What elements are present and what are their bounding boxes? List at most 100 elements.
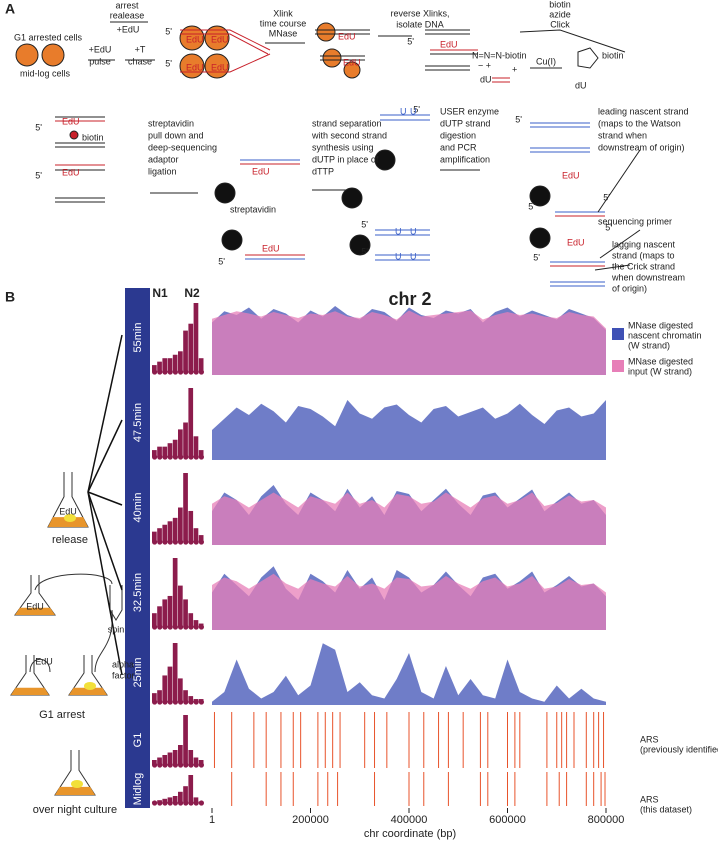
histogram-bar [183, 715, 188, 765]
label: MNase digested [628, 356, 693, 366]
label: 5' [407, 36, 414, 46]
histogram-bar [167, 595, 173, 627]
medium [69, 687, 107, 695]
histogram-dot [172, 699, 178, 705]
histogram-dot [188, 624, 194, 630]
label: azide [549, 9, 571, 19]
fork [180, 29, 271, 73]
histogram-dot [157, 369, 163, 375]
histogram-dot [188, 369, 194, 375]
dna [375, 114, 430, 261]
nucleosome [322, 48, 342, 68]
histogram-dot [162, 699, 168, 705]
medium [15, 607, 55, 615]
histogram-bar [183, 786, 188, 803]
histogram-dot [193, 539, 199, 545]
histogram-dot [172, 369, 178, 375]
histogram-dot [157, 800, 163, 806]
label: when downstream [611, 272, 685, 282]
label: input (W strand) [628, 366, 692, 376]
histogram-bar [167, 797, 173, 803]
label: 5' [603, 192, 610, 202]
histogram-bar [193, 620, 199, 627]
histogram-bar [162, 524, 168, 542]
label: Cu(I) [536, 56, 556, 66]
histogram-bar [172, 750, 178, 765]
click-lines [519, 29, 626, 53]
legend-swatch [612, 360, 624, 372]
row-label: 32.5min [132, 573, 144, 612]
histogram-bar [162, 358, 168, 372]
label: U [395, 251, 402, 261]
label: 5' [533, 252, 540, 262]
histogram-bar [178, 585, 183, 627]
histogram-dot [188, 800, 194, 806]
label: 5' [413, 104, 420, 114]
label: EdU [338, 31, 356, 41]
label: leading nascent strand [598, 106, 689, 116]
label: Click [550, 19, 570, 29]
histogram-bar [178, 678, 183, 702]
cell [179, 25, 205, 51]
label: U [395, 226, 402, 236]
histogram-bar [183, 599, 188, 627]
histogram-bar [162, 446, 168, 457]
histogram-bar [157, 690, 162, 702]
label: nascent chromatin [628, 330, 702, 340]
cell [41, 43, 65, 67]
histogram-dot [152, 539, 158, 545]
histogram-dot [167, 369, 173, 375]
label: U [410, 106, 417, 116]
label: synthesis using [312, 142, 374, 152]
label: release [52, 534, 88, 546]
histogram-dot [178, 624, 184, 630]
triazole [577, 47, 599, 69]
histogram-dot [183, 624, 189, 630]
release-arrow [87, 491, 123, 676]
label: adaptor [148, 154, 179, 164]
histogram-bar [183, 422, 188, 457]
input-track [212, 310, 606, 375]
label: 5' [528, 201, 535, 211]
histogram-dot [152, 454, 158, 460]
medium [55, 786, 95, 795]
label: MNase digested [628, 320, 693, 330]
medium [11, 687, 49, 695]
histogram-bar [183, 690, 188, 702]
label: digestion [440, 130, 476, 140]
histogram-dot [198, 762, 204, 768]
label: biotin [602, 50, 624, 60]
histogram-bar [193, 757, 199, 765]
label: biotin [549, 0, 571, 9]
histogram-bar [162, 755, 168, 765]
histogram-dot [198, 454, 204, 460]
label: strand when [598, 130, 647, 140]
label: N=N=N-biotin [472, 50, 527, 60]
histogram-dot [172, 454, 178, 460]
histogram-bar [152, 531, 157, 542]
histogram-dot [178, 699, 184, 705]
histogram-bar [167, 752, 173, 765]
label: pull down and [148, 130, 204, 140]
label: spin [108, 624, 125, 634]
nucleosome [316, 22, 336, 42]
histogram-dot [198, 369, 204, 375]
histogram-bar [157, 361, 162, 372]
label: 5' [361, 219, 368, 229]
label: 5' [165, 58, 172, 68]
histogram-dot [183, 539, 189, 545]
histogram-bar [162, 599, 168, 627]
label: EdU [186, 62, 204, 72]
histogram-dot [167, 539, 173, 545]
histogram-dot [162, 624, 168, 630]
histogram-dot [178, 762, 184, 768]
label: strand separation [312, 118, 382, 128]
label: downstream of origin) [598, 142, 685, 152]
label: +T [135, 44, 146, 54]
histogram-dot [178, 454, 184, 460]
histogram-bar [198, 450, 204, 457]
label: EdU [567, 237, 585, 247]
label: U [410, 226, 417, 236]
dna [315, 29, 370, 61]
histogram-dot [157, 539, 163, 545]
